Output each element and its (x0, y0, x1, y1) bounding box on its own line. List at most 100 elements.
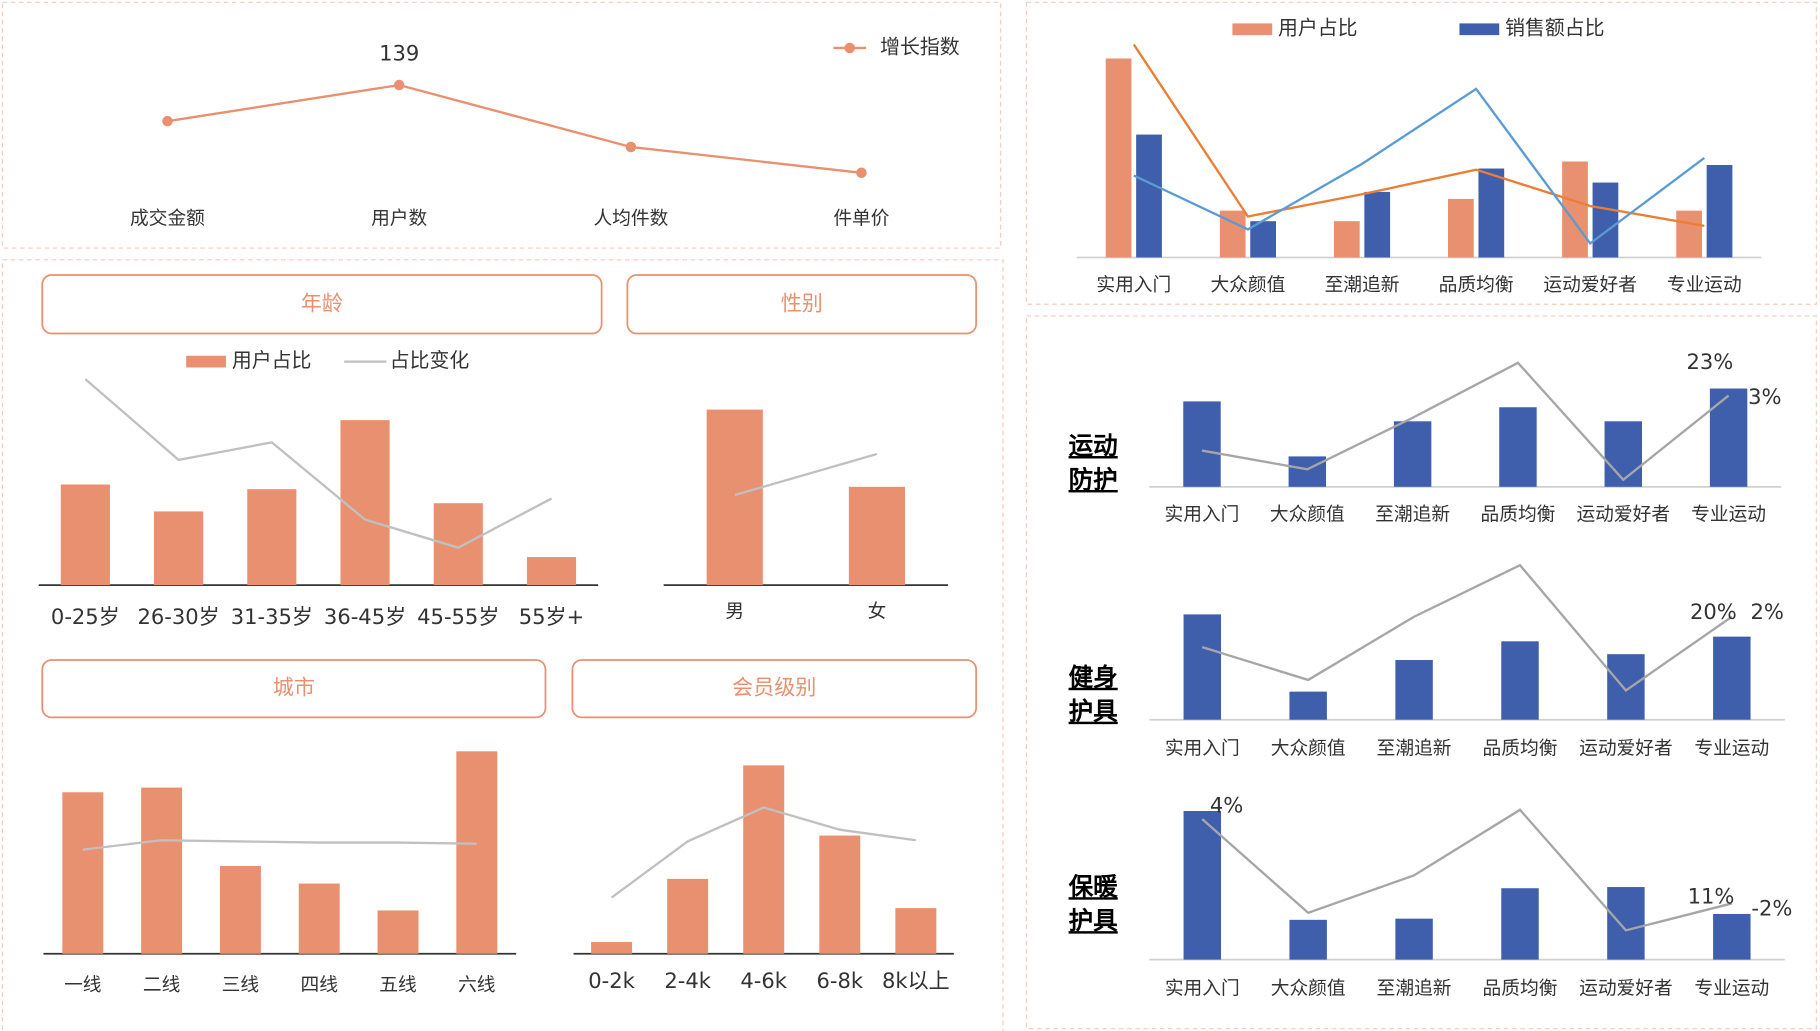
x-tick-label: 实用入门 (1165, 978, 1240, 999)
legend-label: 销售额占比 (1505, 17, 1604, 40)
x-tick-label: 实用入门 (1096, 275, 1171, 296)
panel (1025, 1, 1817, 305)
bar (1501, 888, 1539, 960)
x-tick-label: 女 (868, 602, 887, 623)
bar (62, 792, 104, 954)
x-tick-label: 人均件数 (593, 208, 668, 229)
chart-title: 健身 (1069, 663, 1118, 692)
bar (1706, 165, 1733, 258)
x-tick-label: 至潮追新 (1377, 738, 1452, 759)
bar (1183, 810, 1221, 960)
bar (667, 878, 709, 954)
legend-swatch (1459, 23, 1500, 36)
section-tab (626, 274, 977, 335)
x-tick-label: 三线 (222, 975, 260, 996)
x-tick-label: 8k以上 (882, 968, 950, 993)
data-label: 139 (379, 41, 419, 66)
x-tick-label: 6-8k (816, 968, 863, 993)
x-tick-label: 品质均衡 (1483, 738, 1558, 759)
x-tick-label: 专业运动 (1694, 738, 1769, 759)
x-tick-label: 26-30岁 (137, 604, 219, 629)
bar (895, 908, 937, 954)
bar (141, 787, 183, 954)
chart-title: 防护 (1069, 465, 1118, 494)
annotation: -2% (1751, 895, 1792, 920)
x-tick-label: 至潮追新 (1325, 275, 1400, 296)
x-tick-label: 二线 (143, 975, 181, 996)
line (1201, 563, 1733, 693)
x-tick-label: 一线 (64, 975, 102, 996)
x-tick-label: 0-25岁 (51, 604, 120, 629)
legend-marker (844, 42, 855, 54)
x-tick-label: 0-2k (588, 968, 635, 993)
panel (1, 259, 1004, 1031)
annotation: 11% (1688, 884, 1735, 909)
annotation: 4% (1210, 792, 1243, 817)
bar (1395, 918, 1433, 960)
x-tick-label: 4-6k (740, 968, 787, 993)
bar (433, 503, 483, 586)
bar (1607, 654, 1645, 720)
annotation: 3% (1748, 384, 1781, 409)
bar (1105, 58, 1132, 258)
legend-swatch (186, 355, 226, 368)
bar (219, 865, 261, 954)
bar (1499, 407, 1537, 487)
bar (154, 511, 204, 586)
bar (1333, 221, 1360, 258)
x-tick-label: 运动爱好者 (1543, 275, 1637, 296)
annotation: 23% (1686, 349, 1733, 374)
x-tick-label: 45-55岁 (417, 604, 499, 629)
bar (1183, 401, 1221, 487)
annotation: 2% (1751, 599, 1784, 624)
annotation: 20% (1690, 599, 1737, 624)
bar (1709, 388, 1748, 487)
bar (1288, 456, 1327, 487)
panel (1025, 315, 1817, 1030)
bar (1393, 421, 1432, 487)
bar (298, 883, 340, 954)
chart-title: 保暖 (1068, 872, 1119, 901)
bar (1478, 168, 1505, 258)
line (84, 378, 553, 549)
section-tab (41, 659, 547, 719)
x-tick-label: 至潮追新 (1377, 978, 1452, 999)
legend-label: 用户占比 (1278, 17, 1358, 40)
x-tick-label: 大众颜值 (1210, 275, 1285, 296)
bar (743, 765, 785, 954)
line (1133, 87, 1706, 246)
bar (1607, 887, 1645, 960)
bar (1250, 221, 1276, 258)
chart-title: 运动 (1069, 431, 1118, 460)
bar (1395, 660, 1433, 720)
x-tick-label: 31-35岁 (231, 604, 313, 629)
bar (1183, 614, 1221, 720)
line (167, 83, 862, 174)
section-title: 年龄 (301, 290, 343, 315)
x-tick-label: 运动爱好者 (1579, 738, 1673, 759)
line (1201, 361, 1730, 482)
bar (848, 486, 906, 586)
x-tick-label: 用户数 (371, 208, 427, 229)
x-tick-label: 专业运动 (1694, 978, 1769, 999)
x-tick-label: 专业运动 (1691, 504, 1766, 525)
bar (1592, 182, 1619, 258)
line (734, 452, 878, 497)
point (162, 115, 173, 127)
bar (340, 420, 390, 586)
legend-swatch (1232, 23, 1273, 36)
x-tick-label: 四线 (300, 975, 338, 996)
x-tick-label: 专业运动 (1667, 275, 1742, 296)
x-tick-label: 成交金额 (130, 208, 205, 229)
x-tick-label: 品质均衡 (1439, 275, 1514, 296)
bar (1713, 913, 1751, 960)
section-tab (571, 659, 977, 719)
x-tick-label: 36-45岁 (324, 604, 406, 629)
x-tick-label: 2-4k (664, 968, 711, 993)
bar (377, 910, 419, 954)
section-title: 城市 (273, 675, 315, 700)
bar (1289, 919, 1327, 960)
x-tick-label: 实用入门 (1165, 738, 1240, 759)
chart-title: 护具 (1069, 697, 1119, 726)
legend-label: 增长指数 (880, 35, 960, 58)
